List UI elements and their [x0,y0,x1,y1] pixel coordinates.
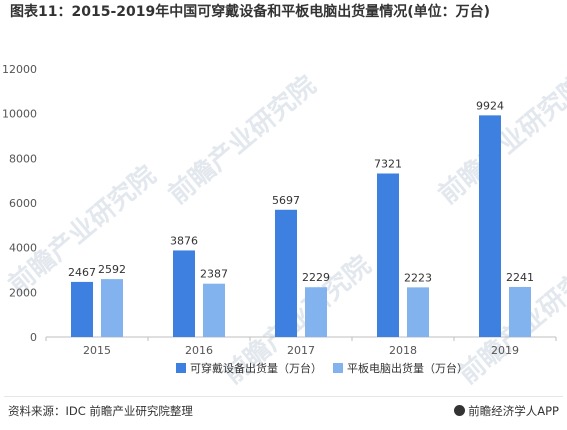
bar-value-label: 2223 [404,271,432,284]
bar [173,250,195,337]
bar-value-label: 2592 [98,263,126,276]
bar [203,283,225,337]
y-tick-label: 6000 [9,197,37,210]
bar-value-label: 5697 [272,194,300,207]
bar-value-label: 2387 [200,268,228,281]
legend-swatch [333,363,343,373]
x-tick-label: 2016 [185,344,213,357]
bar-value-label: 2241 [506,271,534,284]
x-tick-label: 2015 [83,344,111,357]
bar [479,115,501,337]
bar [377,173,399,337]
bar [101,279,123,337]
bar [407,287,429,337]
brand-label: 前瞻经济学人APP [454,403,559,419]
x-tick-label: 2017 [287,344,315,357]
bar [509,286,531,337]
legend-label: 平板电脑出货量（万台） [347,361,468,375]
source-note: 资料来源：IDC 前瞻产业研究院整理 [8,404,193,418]
y-tick-label: 2000 [9,286,37,299]
bar-value-label: 2229 [302,271,330,284]
bar [275,209,297,337]
bar [305,287,327,337]
y-tick-label: 10000 [2,108,37,121]
y-tick-label: 12000 [2,63,37,76]
y-tick-label: 4000 [9,242,37,255]
legend-swatch [176,363,186,373]
bar-value-label: 9924 [476,99,504,112]
bar-value-label: 2467 [68,266,96,279]
legend-label: 可穿戴设备出货量（万台） [190,361,322,375]
chart-title: 图表11：2015-2019年中国可穿戴设备和平板电脑出货量情况(单位：万台) [10,4,491,20]
y-tick-label: 8000 [9,152,37,165]
y-tick-label: 0 [30,331,37,344]
bar-value-label: 3876 [170,234,198,247]
brand-logo-icon [454,405,466,416]
x-tick-label: 2018 [389,344,417,357]
x-tick-label: 2019 [491,344,519,357]
footer-divider [4,396,563,397]
bar-value-label: 7321 [374,157,402,170]
bar [71,281,93,337]
brand-text: 前瞻经济学人APP [468,404,559,418]
